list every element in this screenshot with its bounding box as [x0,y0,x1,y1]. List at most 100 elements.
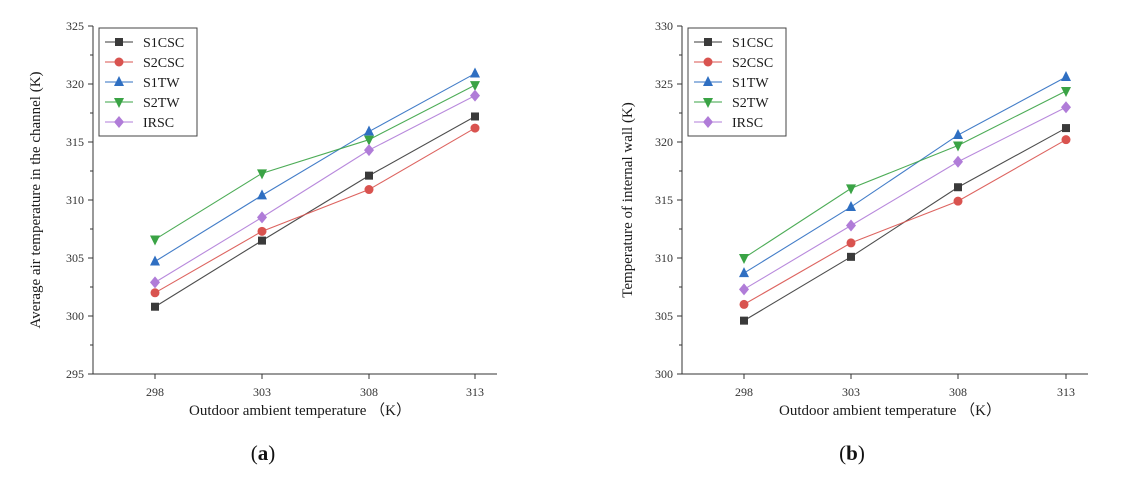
y-tick-label: 295 [66,367,84,381]
x-axis-title: Outdoor ambient temperature （K） [189,402,411,419]
legend-marker-s2csc [114,57,124,67]
legend-label-irsc: IRSC [143,116,174,131]
data-point-s2tw [739,254,749,264]
y-tick-label: 310 [655,251,673,265]
y-tick-label: 310 [66,193,84,207]
legend-label-s2csc: S2CSC [732,56,773,71]
data-point-s2tw [470,81,480,92]
data-point-s1tw [953,129,963,140]
data-point-s2tw [1061,86,1071,97]
data-point-s2tw [257,169,267,180]
series-line-s1tw [743,76,1067,274]
legend-marker-s1tw [114,76,124,86]
legend-marker-irsc [114,116,124,128]
x-tick-label: 308 [949,385,967,399]
y-tick-label: 330 [655,19,673,33]
y-tick-label: 300 [655,367,673,381]
data-point-s2tw [364,135,374,146]
legend-label-s1tw: S1TW [143,76,180,91]
data-point-s1csc [954,183,962,192]
legend-label-s1tw: S1TW [732,76,769,91]
data-point-irsc [953,155,963,168]
data-point-s2csc [150,288,160,298]
chart-panel-b: 300 305 310 315 320 325 330 298 303 308 313 Outdoor… [620,19,1088,465]
data-point-s1tw [150,255,160,266]
x-tick-label: 308 [360,385,378,399]
y-axis-title: Average air temperature in the channel (… [28,71,44,328]
data-point-s1tw [846,200,856,211]
panel-caption: (b) [839,441,865,465]
data-point-s2tw [150,235,160,246]
data-point-s2csc [1061,135,1071,145]
data-point-irsc [846,219,856,232]
y-tick-label: 325 [655,77,673,91]
legend-marker-s2csc [703,57,713,67]
x-tick-label: 298 [146,385,164,399]
legend-marker-s2tw [703,98,713,108]
data-point-s1tw [1061,71,1071,82]
x-tick-label: 303 [253,385,271,399]
data-point-irsc [470,89,480,102]
data-point-s1csc [740,316,748,325]
data-point-irsc [1061,101,1071,114]
legend-label-s1csc: S1CSC [143,36,184,51]
series-line-irsc [154,95,476,283]
data-point-s1tw [470,67,480,78]
legend-marker-s1csc [704,38,712,46]
data-point-s2csc [257,226,267,236]
x-tick-label: 313 [466,385,484,399]
legend-marker-irsc [703,116,713,128]
data-point-s1csc [471,112,479,121]
legend-label-s2csc: S2CSC [143,56,184,71]
series-line-irsc [743,106,1067,290]
series-line-s2tw [743,90,1067,259]
legend-label-irsc: IRSC [732,116,763,131]
data-point-s1tw [257,189,267,200]
data-point-irsc [257,211,267,224]
data-point-s2csc [846,238,856,248]
legend-marker-s1tw [703,76,713,86]
y-tick-label: 325 [66,19,84,33]
series-line-s1tw [154,73,476,262]
data-point-s1csc [847,252,855,261]
data-point-s2csc [364,185,374,195]
series-line-s1csc [743,127,1067,322]
series-line-s2tw [154,84,476,240]
data-point-s1csc [365,171,373,180]
data-point-s1csc [151,302,159,311]
data-point-s2tw [953,141,963,152]
y-axis-title: Temperature of internal wall (K) [620,102,636,298]
legend-label-s2tw: S2TW [143,96,180,111]
y-tick-label: 320 [655,135,673,149]
x-tick-label: 298 [735,385,753,399]
y-tick-label: 300 [66,309,84,323]
data-point-s2tw [846,184,856,195]
series-line-s2csc [743,139,1067,305]
y-tick-label: 320 [66,77,84,91]
panel-caption: (a) [251,441,276,465]
legend-label-s1csc: S1CSC [732,36,773,51]
legend: S1CSC S2CSC S1TW S2TW IRSC [687,27,787,137]
legend-label-s2tw: S2TW [732,96,769,111]
data-point-irsc [364,144,374,157]
y-tick-label: 315 [66,135,84,149]
chart-panel-a: 295 300 305 310 315 320 325 298 303 308 313 Outdoor… [28,19,497,465]
data-point-s1tw [739,267,749,278]
legend: S1CSC S2CSC S1TW S2TW IRSC [98,27,198,137]
x-axis-title: Outdoor ambient temperature （K） [779,402,1001,419]
x-tick-label: 313 [1057,385,1075,399]
data-point-s1csc [258,236,266,245]
data-point-s1csc [1062,124,1070,133]
data-point-irsc [150,276,160,289]
legend-marker-s1csc [115,38,123,46]
x-tick-label: 303 [842,385,860,399]
y-tick-label: 305 [655,309,673,323]
series-line-s1csc [154,115,476,308]
data-point-irsc [739,283,749,296]
series-line-s2csc [154,127,476,294]
data-point-s2csc [953,196,963,206]
legend-marker-s2tw [114,98,124,108]
data-point-s2csc [470,123,480,133]
y-tick-label: 315 [655,193,673,207]
